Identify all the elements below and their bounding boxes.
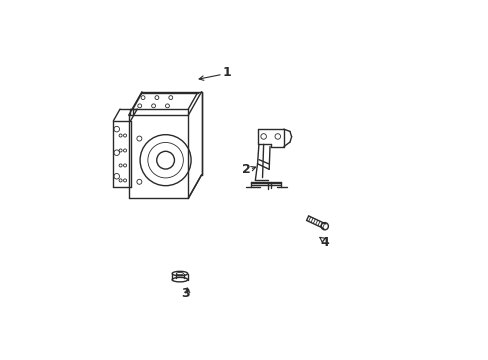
- Text: 3: 3: [181, 287, 189, 300]
- Text: 2: 2: [242, 163, 250, 176]
- Text: 4: 4: [320, 236, 328, 249]
- Text: 1: 1: [222, 66, 231, 79]
